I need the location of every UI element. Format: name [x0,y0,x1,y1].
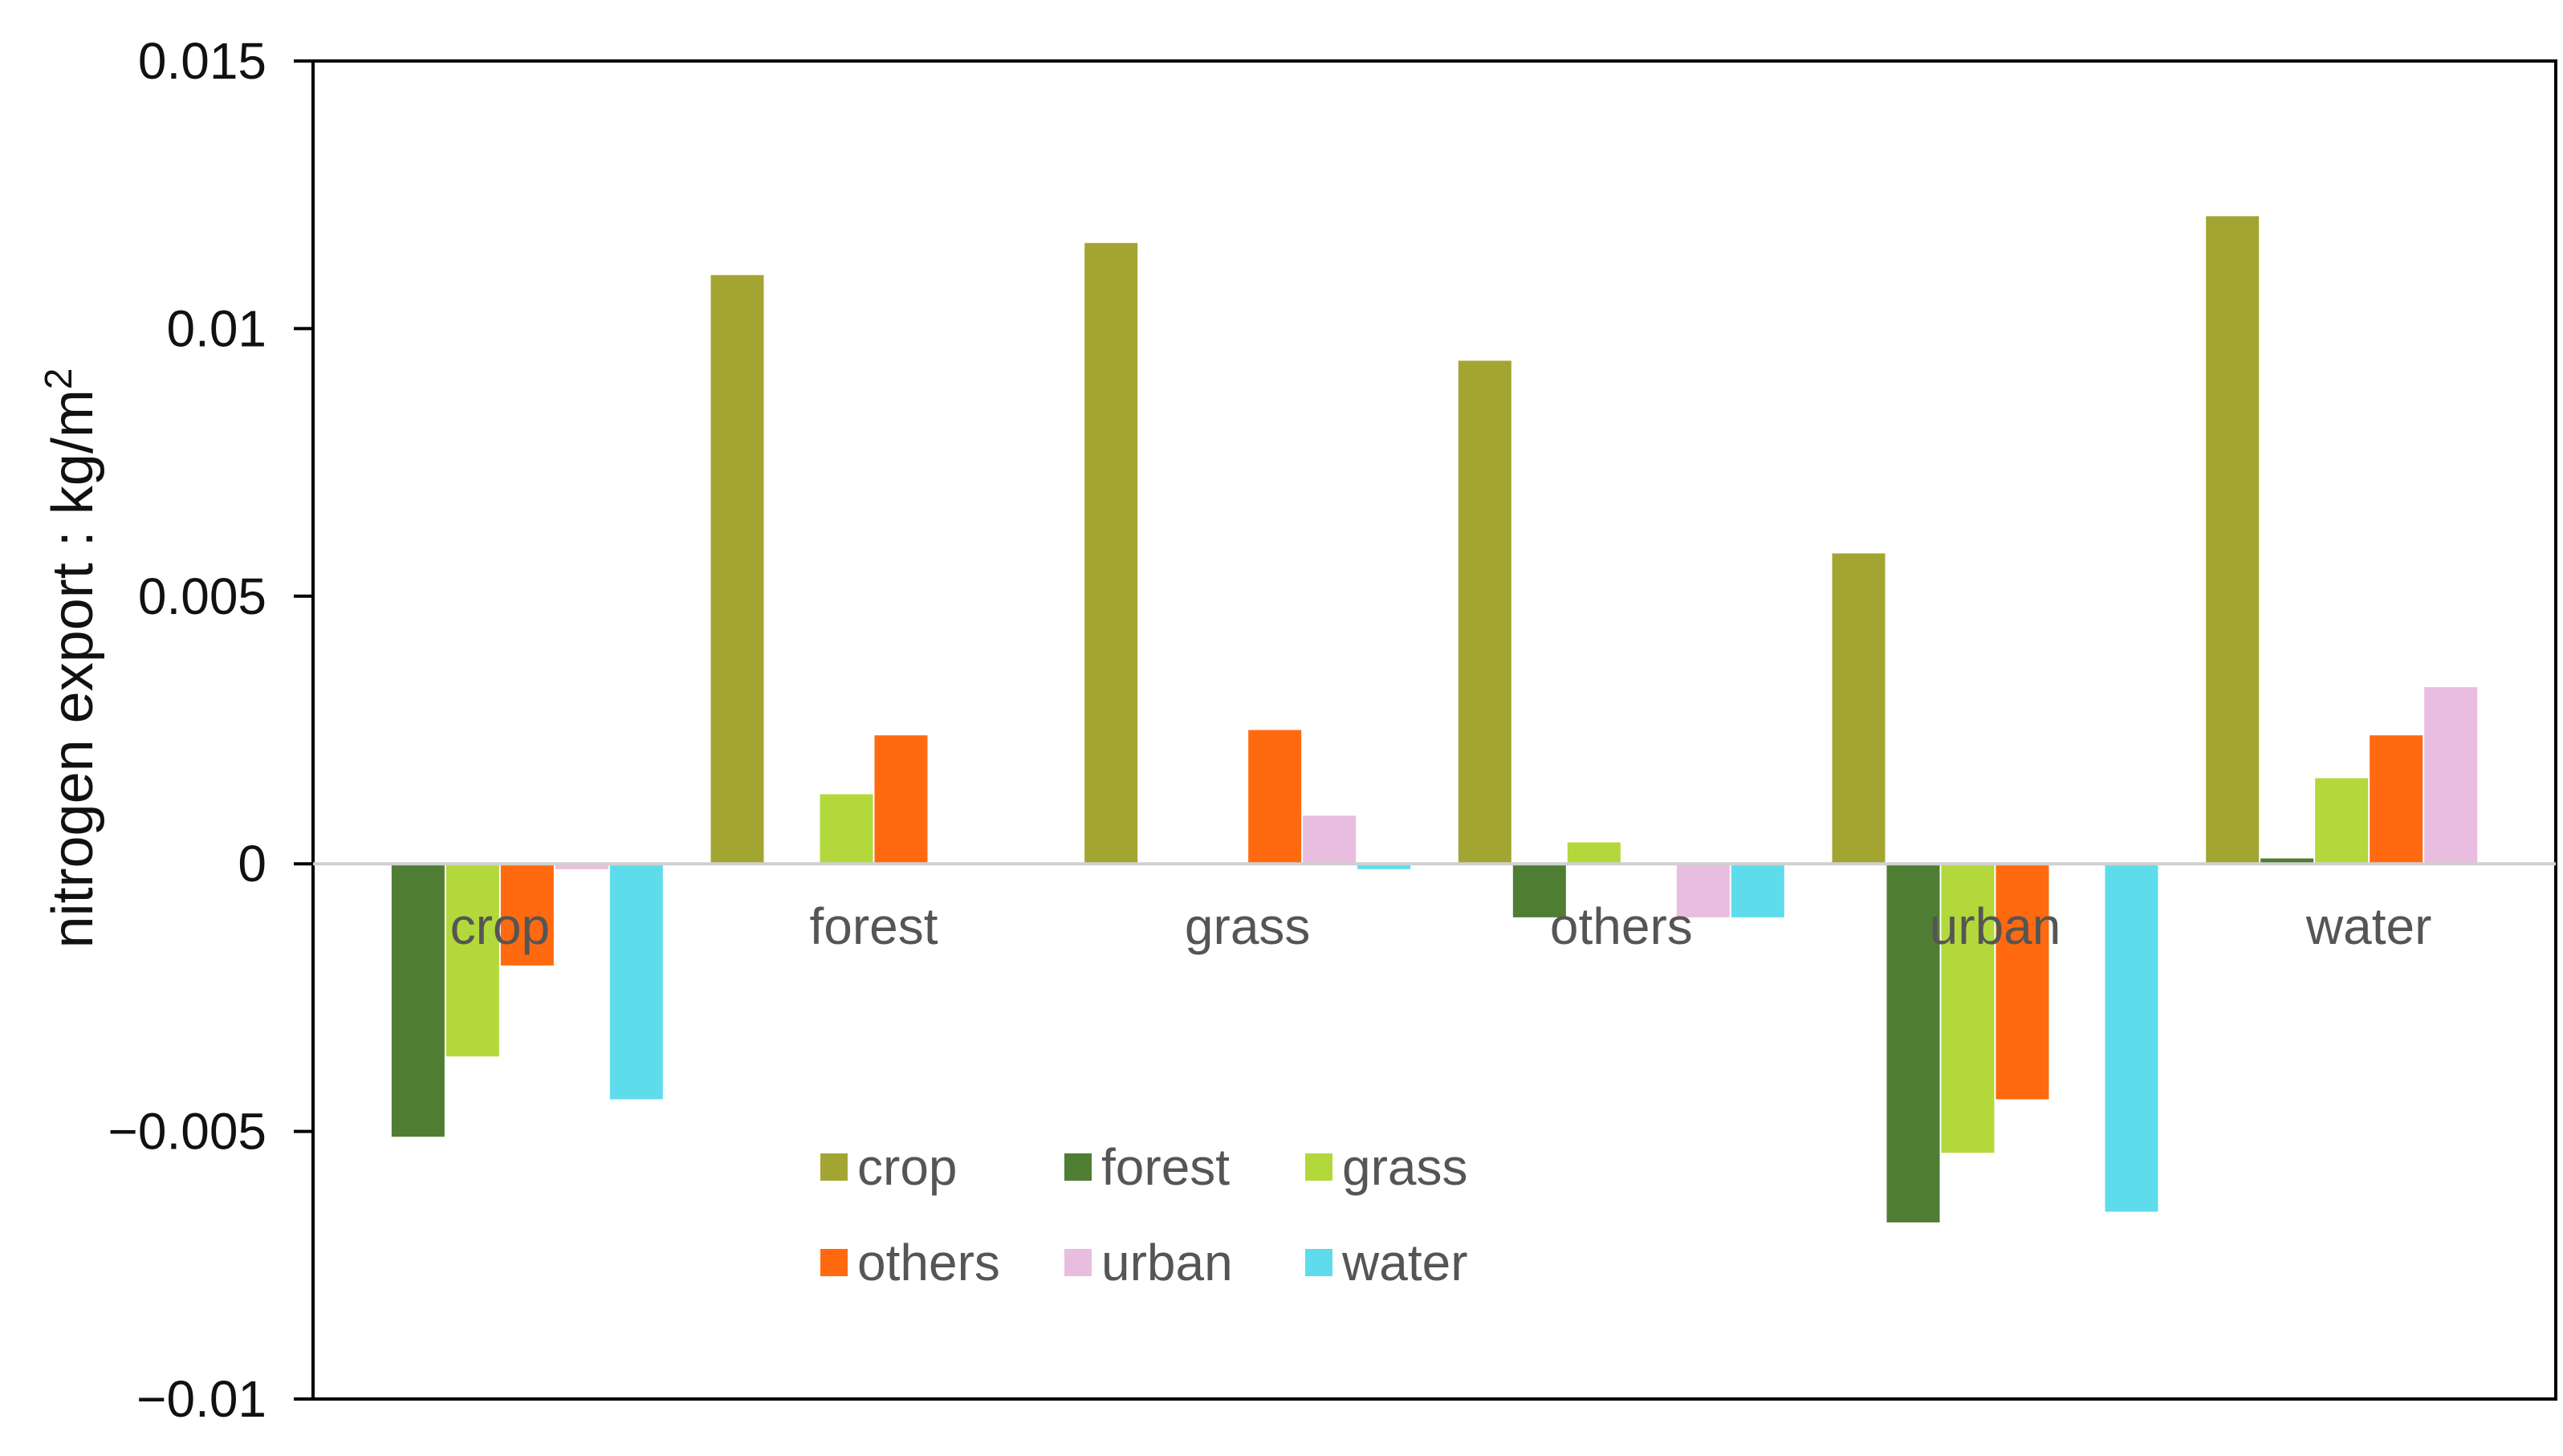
bar-others-urban [1676,864,1730,917]
bar-urban-grass [1941,864,1995,1153]
bar-urban-forest [1886,864,1940,1222]
plot-area [311,59,2557,1401]
legend-swatch-forest [1064,1153,1092,1181]
legend: crop forest grass others urban water [820,1138,1468,1291]
bar-grass-urban [1303,815,1357,864]
bar-water-crop [2206,216,2260,864]
x-category-label: grass [1185,897,1311,955]
bar-crop-water [609,864,663,1100]
x-category-label: crop [450,897,551,955]
legend-label-others: others [857,1234,1000,1291]
legend-label-crop: crop [857,1138,958,1196]
y-axis-title-text: nitrogen export : kg/m [41,389,105,948]
legend-swatch-grass [1305,1153,1332,1181]
bar-forest-crop [710,275,764,864]
category-labels: crop forest grass others urban water [450,897,2432,955]
bar-crop-forest [391,864,445,1137]
bar-water-forest [2260,858,2314,864]
bar-others-crop [1458,360,1511,864]
y-axis-title-superscript: 2 [38,368,80,389]
bar-water-others [2370,735,2423,864]
bar-urban-water [2105,864,2158,1212]
bar-crop-grass [445,864,499,1057]
bar-urban-crop [1832,553,1886,864]
legend-swatch-water [1305,1249,1332,1276]
bar-others-grass [1567,842,1621,864]
bar-water-grass [2315,778,2369,864]
bar-urban-others [1995,864,2049,1100]
legend-label-water: water [1341,1234,1468,1291]
bar-crop-others [500,864,554,966]
x-category-label: forest [809,897,938,955]
legend-label-forest: forest [1101,1138,1230,1196]
bars [391,216,2478,1222]
x-category-label: urban [1930,897,2061,955]
bar-forest-others [874,735,928,864]
legend-label-grass: grass [1342,1138,1468,1196]
y-tick-label: 0.005 [138,567,266,625]
bar-crop-urban [555,864,608,869]
bar-grass-water [1357,864,1411,869]
legend-swatch-urban [1064,1249,1092,1276]
y-tick-label: −0.01 [136,1370,266,1428]
bar-grass-crop [1084,242,1138,864]
y-tick-label: 0 [238,835,266,893]
bar-others-water [1731,864,1784,917]
bar-water-urban [2424,687,2478,864]
bar-grass-others [1248,730,1302,864]
y-tick-label: −0.005 [108,1103,266,1161]
x-category-label: others [1550,897,1693,955]
legend-label-urban: urban [1101,1234,1233,1291]
y-tick-label: 0.01 [166,299,266,357]
y-axis-ticks: 0.015 0.01 0.005 0 −0.005 −0.01 [108,32,313,1428]
y-tick-label: 0.015 [138,32,266,90]
legend-swatch-crop [820,1153,848,1181]
y-axis-title: nitrogen export : kg/m2 [38,368,106,948]
bar-forest-grass [820,794,873,864]
bar-others-forest [1512,864,1566,917]
legend-swatch-others [820,1249,848,1276]
x-category-label: water [2305,897,2432,955]
